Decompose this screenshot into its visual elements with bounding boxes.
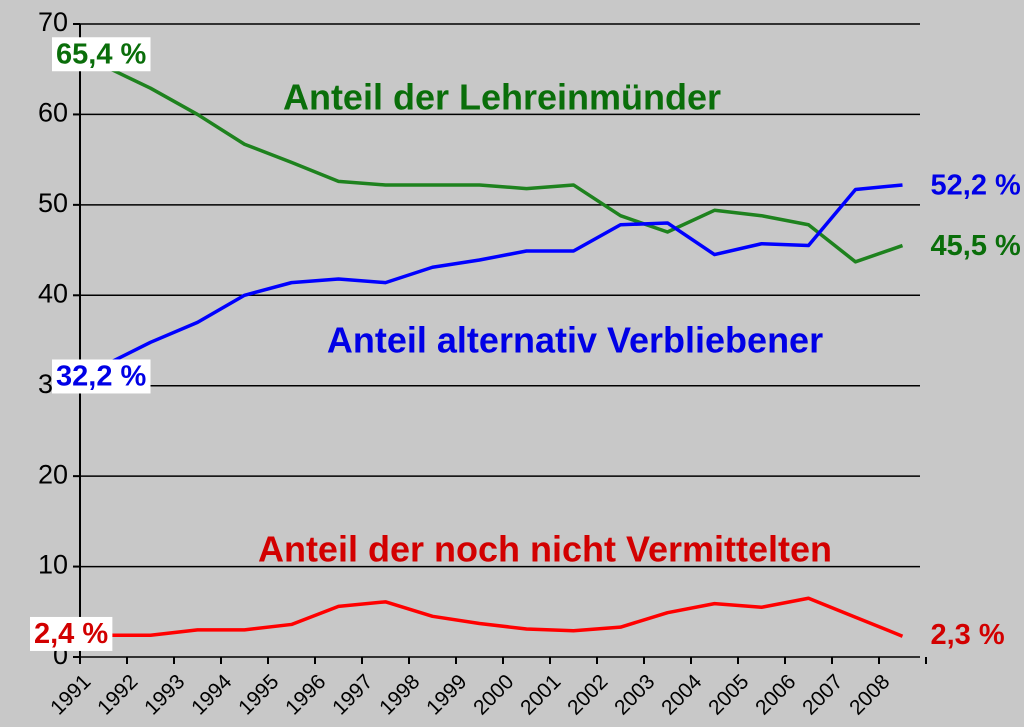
series-line xyxy=(102,183,903,368)
data-label: 65,4 % xyxy=(52,37,151,72)
data-label-text: 2,3 % xyxy=(931,619,1005,651)
data-label: 52,2 % xyxy=(931,170,1021,202)
series-line xyxy=(103,596,904,638)
y-tick-label: 60 xyxy=(38,98,68,128)
y-tick-label: 20 xyxy=(38,459,68,489)
y-tick-label: 10 xyxy=(38,550,68,580)
series-line xyxy=(102,64,904,264)
series-name: Anteil der Lehreinmünder xyxy=(283,77,721,118)
data-label-text: 45,5 % xyxy=(931,230,1021,262)
y-tick-label: 40 xyxy=(38,278,68,308)
data-label-box xyxy=(30,616,113,651)
y-tick-label: 70 xyxy=(38,7,68,37)
series-name: Anteil der noch nicht Vermittelten xyxy=(258,529,832,570)
data-label: 2,4 % xyxy=(30,616,113,651)
data-label: 2,3 % xyxy=(931,619,1005,651)
y-tick-label: 50 xyxy=(38,188,68,218)
data-label-text: 52,2 % xyxy=(931,170,1021,202)
data-label-box xyxy=(52,37,151,72)
data-label-text: 2,4 % xyxy=(34,618,108,650)
data-label: 32,2 % xyxy=(52,359,151,394)
data-label-text: 32,2 % xyxy=(56,360,146,392)
data-label-box xyxy=(52,359,151,394)
data-label-text: 65,4 % xyxy=(56,38,146,70)
series-name: Anteil alternativ Verbliebener xyxy=(327,320,823,361)
data-label: 45,5 % xyxy=(931,230,1021,262)
